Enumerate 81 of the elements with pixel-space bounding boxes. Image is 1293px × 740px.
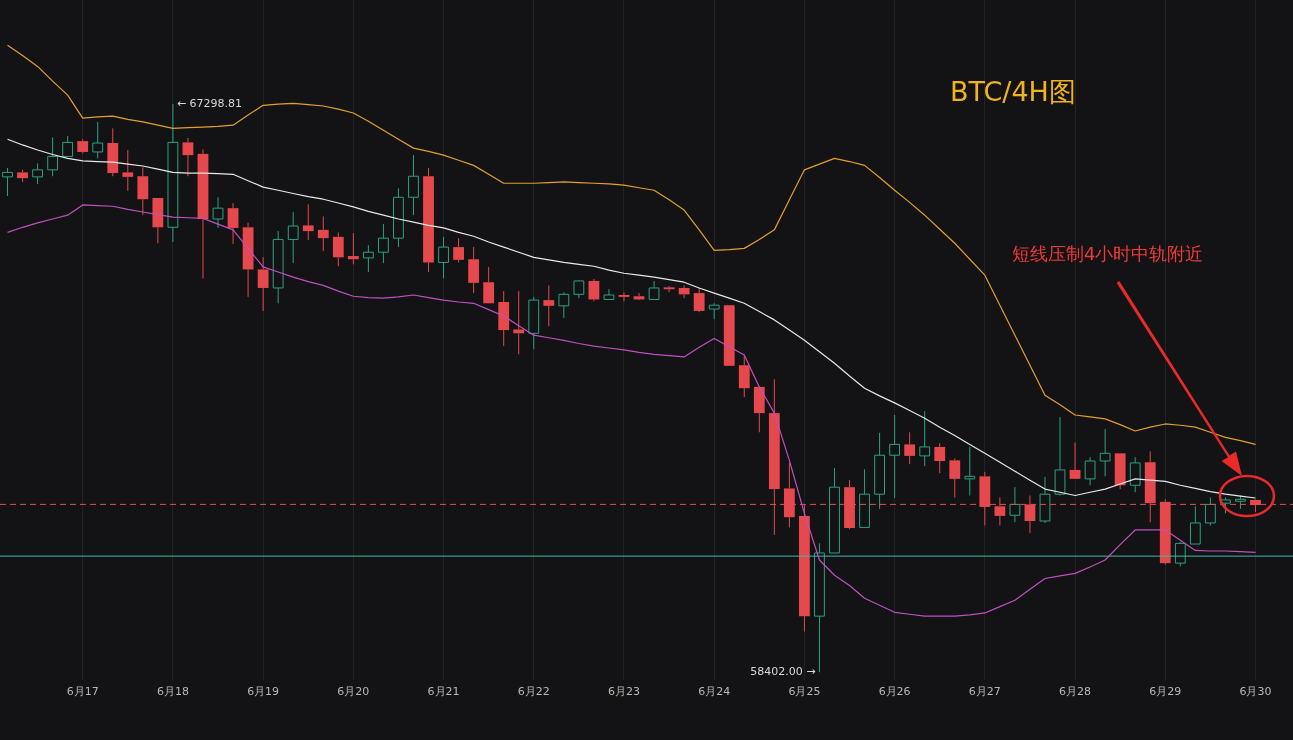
candlestick (438, 236, 449, 279)
annotation: ← 67298.81 (176, 97, 243, 111)
x-tick-label: 6月24 (698, 685, 731, 699)
candlestick (483, 266, 495, 304)
candlestick (62, 135, 74, 157)
candlestick (558, 291, 570, 319)
candlestick (287, 211, 299, 264)
annotation: 58402.00 → (750, 665, 816, 679)
candlestick (272, 230, 284, 304)
candlestick (47, 136, 59, 177)
candlestick (242, 222, 254, 298)
candlestick (1039, 476, 1051, 524)
candlestick (1189, 505, 1201, 545)
candlestick (829, 467, 840, 554)
candlestick (934, 442, 946, 474)
candlestick (573, 280, 585, 299)
candlestick (423, 167, 434, 273)
x-tick-label: 6月20 (337, 685, 370, 699)
candlestick (1099, 428, 1111, 477)
candlestick (2, 167, 13, 197)
candlestick (122, 149, 134, 192)
text: BTC/4H图 (950, 75, 1076, 109)
x-tick-label: 6月26 (878, 685, 911, 699)
candlestick (77, 138, 89, 152)
candlestick (1114, 453, 1126, 490)
candlestick (513, 290, 525, 355)
candlestick (859, 468, 870, 528)
x-tick-label: 6月27 (968, 685, 1001, 699)
candlestick (603, 288, 615, 300)
candlestick (212, 196, 224, 229)
x-tick-label: 6月30 (1239, 685, 1272, 699)
candlestick (678, 284, 690, 299)
candlestick (332, 231, 344, 267)
x-tick-label: 6月29 (1149, 685, 1182, 699)
candlestick (874, 432, 885, 510)
candlestick (889, 414, 901, 499)
x-tick-label: 6月22 (517, 685, 550, 699)
candlestick (618, 291, 630, 302)
candlestick (347, 232, 359, 265)
candlestick (317, 215, 329, 252)
annotation: 短线压制4小时中轨附近 (1012, 242, 1204, 266)
candlestick (919, 410, 931, 467)
candlestick (362, 244, 374, 273)
candlestick (167, 103, 179, 243)
candlestick (182, 137, 194, 177)
candlestick (32, 162, 43, 185)
x-tick-label: 6月19 (247, 685, 280, 699)
candlestick (302, 203, 314, 241)
candlestick (708, 302, 720, 320)
candlestick (393, 187, 404, 248)
candlestick (1084, 456, 1096, 486)
candlestick (528, 296, 540, 350)
candlestick (1009, 486, 1021, 523)
candlestick (738, 354, 750, 398)
candlestick (814, 542, 825, 673)
candlestick (453, 237, 464, 263)
candlestick (648, 280, 660, 300)
candlestick (17, 169, 28, 183)
x-tick-label: 6月17 (66, 685, 99, 699)
candlestick (498, 290, 510, 347)
candlestick (257, 256, 269, 312)
x-tick-label: 6月28 (1059, 685, 1092, 699)
candlestick (1069, 441, 1081, 479)
candlestick (92, 121, 104, 159)
x-tick-label: 6月18 (156, 685, 189, 699)
candlestick (1054, 416, 1066, 495)
candlestick (107, 127, 119, 177)
candlestick (227, 202, 239, 245)
candlestick (468, 246, 480, 294)
candlestick (588, 278, 600, 302)
candlestick (543, 284, 555, 327)
candlestick (964, 446, 976, 496)
candlestick (904, 431, 916, 465)
candlestick (137, 166, 149, 216)
candlestick (949, 457, 961, 498)
x-tick-label: 6月23 (607, 685, 640, 699)
candlestick (408, 154, 419, 216)
candlestick (378, 223, 389, 264)
candlestick (152, 197, 164, 244)
x-tick-label: 6月21 (427, 685, 460, 699)
x-tick-label: 6月25 (788, 685, 821, 699)
